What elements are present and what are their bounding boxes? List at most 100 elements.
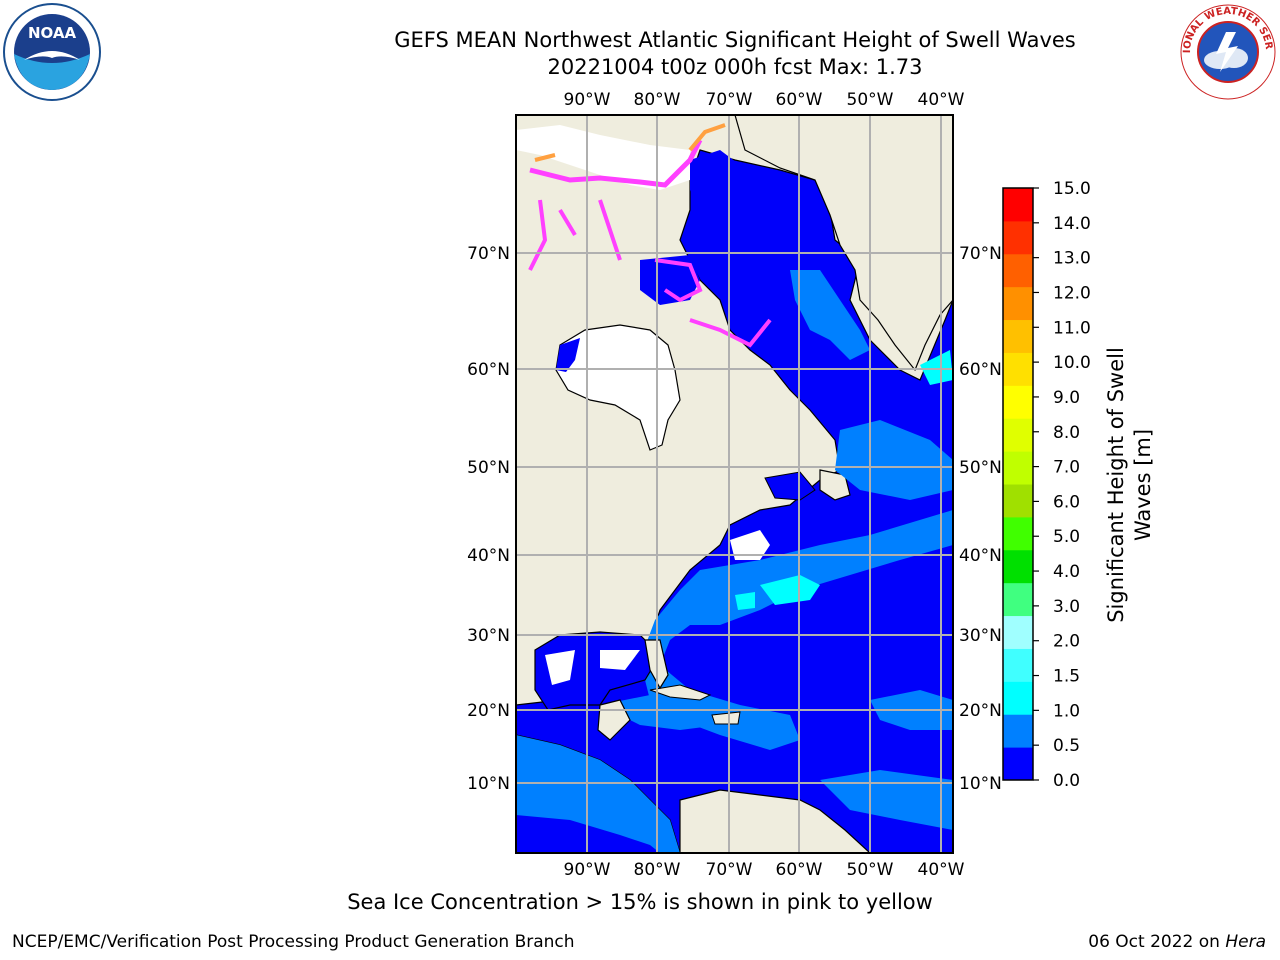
sea-ice-pink-2: [528, 199, 622, 271]
colorbar-segment: [1003, 582, 1033, 617]
colorbar-segment: [1003, 747, 1033, 781]
swell-high-2: [735, 592, 755, 610]
colorbar-segment: [1003, 615, 1033, 649]
colorbar: [1003, 188, 1033, 781]
colorbar-tick-label: 4.0: [1053, 562, 1080, 582]
colorbar-segment: [1003, 319, 1033, 353]
colorbar-segment: [1003, 451, 1033, 485]
lat-label-left: 10°N: [467, 774, 510, 794]
colorbar-segment: [1003, 188, 1033, 222]
sea-ice-pink: [529, 138, 703, 188]
chart-subtitle: 20221004 t00z 000h fcst Max: 1.73: [547, 55, 923, 79]
noaa-logo: NOAA: [3, 3, 101, 101]
colorbar-tick-label: 2.0: [1053, 632, 1080, 652]
colorbar-tick-label: 12.0: [1053, 283, 1091, 303]
colorbar-tick-label: 9.0: [1053, 388, 1080, 408]
colorbar-segment: [1003, 286, 1033, 321]
credit-left: NCEP/EMC/Verification Post Processing Pr…: [12, 932, 575, 952]
lat-label-left: 20°N: [467, 701, 510, 721]
colorbar-tick-label: 3.0: [1053, 597, 1080, 617]
lat-label-left: 40°N: [467, 546, 510, 566]
swell-band-south: [820, 770, 953, 830]
colorbar-segment: [1003, 681, 1033, 715]
lon-label-top: 80°W: [634, 90, 681, 110]
sea-ice-note: Sea Ice Concentration > 15% is shown in …: [347, 890, 933, 914]
lat-label-right: 70°N: [959, 244, 1002, 264]
lat-label-right: 20°N: [959, 701, 1002, 721]
colorbar-tick-label: 15.0: [1053, 179, 1091, 199]
swell-high-1: [760, 575, 820, 605]
lat-label-left: 60°N: [467, 360, 510, 380]
caribbean-mid: [600, 695, 740, 730]
colorbar-segment: [1003, 253, 1033, 288]
credit-host: Hera: [1225, 932, 1266, 952]
colorbar-label-line1: Significant Height of Swell: [1104, 347, 1128, 623]
lat-label-right: 60°N: [959, 360, 1002, 380]
credit-right: 06 Oct 2022 on Hera: [1088, 932, 1266, 952]
colorbar-tick-label: 1.5: [1053, 667, 1080, 687]
colorbar-tick-label: 13.0: [1053, 249, 1091, 269]
lon-label-bottom: 40°W: [918, 860, 965, 880]
lat-label-right: 40°N: [959, 546, 1002, 566]
hudson-bay-water: [556, 338, 580, 372]
coastal-white: [730, 530, 770, 560]
colorbar-segment: [1003, 385, 1033, 419]
lon-label-bottom: 90°W: [564, 860, 611, 880]
colorbar-tick-label: 0.5: [1053, 736, 1080, 756]
south-america: [679, 789, 871, 853]
hispaniola: [711, 711, 741, 725]
lon-label-bottom: 80°W: [634, 860, 681, 880]
colorbar-tick-label: 10.0: [1053, 353, 1091, 373]
colorbar-segment: [1003, 648, 1033, 682]
colorbar-segment: [1003, 549, 1033, 584]
colorbar-segment: [1003, 352, 1033, 386]
foxe-water: [640, 255, 700, 305]
colorbar-tick-label: 5.0: [1053, 527, 1080, 547]
colorbar-segment: [1003, 714, 1033, 748]
lon-label-top: 60°W: [776, 90, 823, 110]
swell-high-3: [920, 350, 953, 385]
colorbar-segment: [1003, 516, 1033, 551]
arctic-white-patches: [516, 125, 690, 190]
colorbar-ticks: 15.0 14.0 13.0 12.0 11.0 10.0 9.0 8.0 7.0 6.0 5.0 4…: [1033, 179, 1091, 791]
colorbar-tick-label: 6.0: [1053, 492, 1080, 512]
lat-label-left: 50°N: [467, 458, 510, 478]
colorbar-segment: [1003, 220, 1033, 255]
lon-label-bottom: 60°W: [776, 860, 823, 880]
colorbar-tick-label: 11.0: [1053, 318, 1091, 338]
swell-band-mid: [640, 510, 953, 750]
swell-band-east: [835, 420, 953, 500]
lat-label-left: 30°N: [467, 626, 510, 646]
map-frame: [515, 114, 954, 854]
lon-label-bottom: 50°W: [847, 860, 894, 880]
colorbar-label-line2: Waves [m]: [1131, 429, 1155, 541]
colorbar-tick-label: 0.0: [1053, 771, 1080, 791]
lon-label-top: 40°W: [918, 90, 965, 110]
graticule: [516, 115, 953, 853]
colorbar-frame: [1002, 187, 1034, 781]
map-area: [516, 115, 953, 853]
swell-band-north: [790, 270, 870, 360]
lat-label-right: 10°N: [959, 774, 1002, 794]
baffin-water: [690, 150, 740, 215]
lon-label-top: 50°W: [847, 90, 894, 110]
lat-label-left: 70°N: [467, 244, 510, 264]
colorbar-tick-label: 1.0: [1053, 701, 1080, 721]
lon-label-bottom: 70°W: [706, 860, 753, 880]
credit-date: 06 Oct 2022 on: [1088, 932, 1226, 952]
chart-title: GEFS MEAN Northwest Atlantic Significant…: [394, 28, 1076, 52]
cuba: [649, 684, 712, 701]
nws-logo: NATIONAL WEATHER SERVICE: [1178, 2, 1276, 100]
lon-label-top: 90°W: [564, 90, 611, 110]
gulf-st-lawrence: [764, 471, 816, 501]
colorbar-segment: [1003, 484, 1033, 518]
sea-ice-orange: [534, 123, 726, 162]
lat-label-right: 50°N: [959, 458, 1002, 478]
colorbar-tick-label: 8.0: [1053, 423, 1080, 443]
colorbar-segment: [1003, 418, 1033, 452]
noaa-logo-text: NOAA: [28, 24, 77, 42]
colorbar-tick-label: 14.0: [1053, 214, 1091, 234]
gulf-white: [545, 650, 640, 685]
lat-label-right: 30°N: [959, 626, 1002, 646]
